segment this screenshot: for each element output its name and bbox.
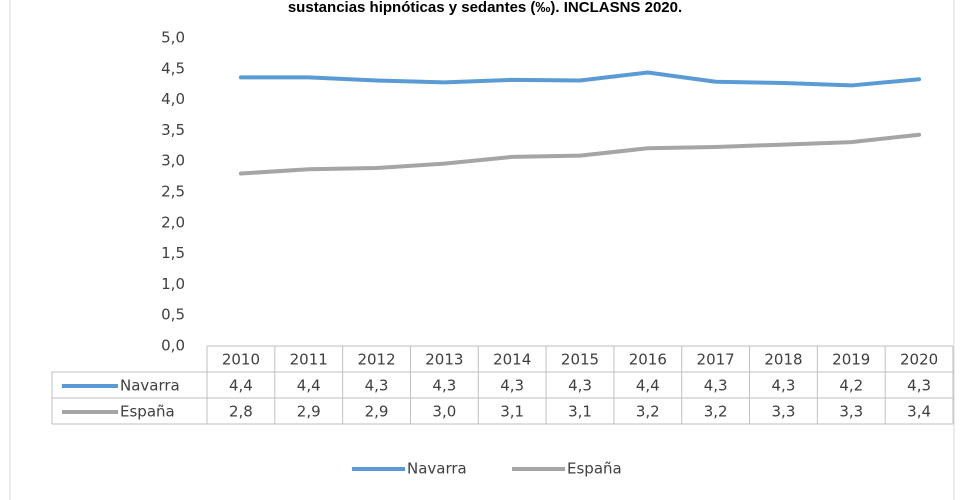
data-label: 4,3 <box>365 377 389 395</box>
data-label: 2,8 <box>229 403 253 421</box>
x-tick-label: 2020 <box>900 351 938 369</box>
x-tick-label: 2011 <box>290 351 328 369</box>
data-label: 3,1 <box>500 403 524 421</box>
x-tick-label: 2016 <box>629 351 667 369</box>
data-label: 4,4 <box>297 377 321 395</box>
x-tick-label: 2018 <box>764 351 802 369</box>
y-tick-label: 3,0 <box>161 152 185 170</box>
y-tick-label: 3,5 <box>161 121 185 139</box>
data-label: 4,4 <box>636 377 660 395</box>
y-tick-label: 4,0 <box>161 90 185 108</box>
table-series-label: Navarra <box>120 377 180 395</box>
data-label: 3,3 <box>839 403 863 421</box>
data-label: 3,2 <box>704 403 728 421</box>
table-series-label: España <box>120 403 175 421</box>
data-label: 4,3 <box>568 377 592 395</box>
data-label: 4,2 <box>839 377 863 395</box>
legend-label: Navarra <box>407 460 467 478</box>
x-tick-label: 2010 <box>222 351 260 369</box>
y-tick-label: 1,0 <box>161 275 185 293</box>
data-label: 3,1 <box>568 403 592 421</box>
y-tick-label: 5,0 <box>161 29 185 47</box>
data-label: 4,3 <box>772 377 796 395</box>
y-tick-label: 0,5 <box>161 306 185 324</box>
data-label: 4,3 <box>432 377 456 395</box>
chart-border <box>9 0 955 500</box>
data-label: 4,3 <box>704 377 728 395</box>
data-label: 2,9 <box>297 403 321 421</box>
y-tick-label: 2,5 <box>161 183 185 201</box>
chart-title: sustancias hipnóticas y sedantes (‰). IN… <box>288 0 682 16</box>
y-tick-label: 0,0 <box>161 337 185 355</box>
x-tick-label: 2019 <box>832 351 870 369</box>
x-tick-label: 2014 <box>493 351 531 369</box>
legend-label: España <box>567 460 622 478</box>
x-tick-label: 2013 <box>425 351 463 369</box>
data-label: 3,3 <box>772 403 796 421</box>
x-tick-label: 2017 <box>697 351 735 369</box>
line-series <box>238 70 922 88</box>
data-label: 4,4 <box>229 377 253 395</box>
y-tick-label: 4,5 <box>161 59 185 77</box>
x-tick-label: 2012 <box>357 351 395 369</box>
x-tick-label: 2015 <box>561 351 599 369</box>
data-label: 2,9 <box>365 403 389 421</box>
data-label: 3,0 <box>432 403 456 421</box>
data-label: 4,3 <box>500 377 524 395</box>
line-series <box>238 132 922 176</box>
data-label: 3,2 <box>636 403 660 421</box>
data-label: 3,4 <box>907 403 931 421</box>
data-label: 4,3 <box>907 377 931 395</box>
y-tick-label: 1,5 <box>161 244 185 262</box>
y-tick-label: 2,0 <box>161 213 185 231</box>
